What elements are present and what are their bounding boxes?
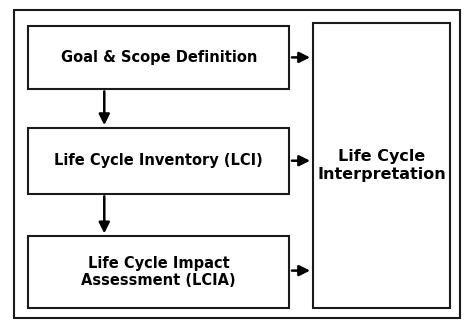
Bar <box>28 26 289 89</box>
Bar <box>28 236 289 308</box>
Bar <box>313 23 450 308</box>
Text: Life Cycle Impact
Assessment (LCIA): Life Cycle Impact Assessment (LCIA) <box>82 256 236 288</box>
Text: Life Cycle Inventory (LCI): Life Cycle Inventory (LCI) <box>55 153 263 168</box>
Text: Goal & Scope Definition: Goal & Scope Definition <box>61 50 257 65</box>
Text: Life Cycle
Interpretation: Life Cycle Interpretation <box>317 150 446 182</box>
Bar <box>28 128 289 194</box>
